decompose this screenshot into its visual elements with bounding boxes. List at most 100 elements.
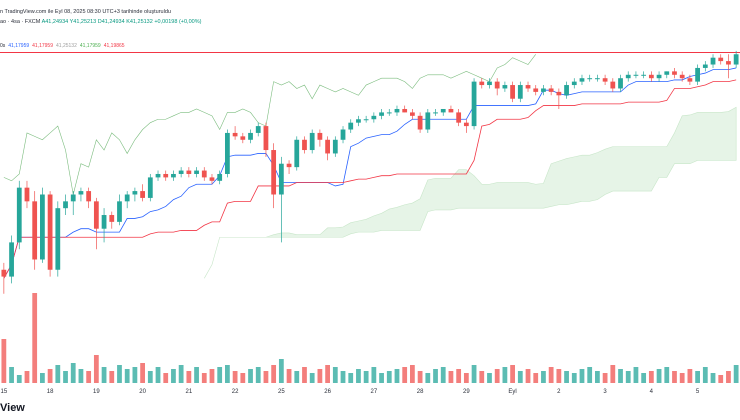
x-tick-label: 28 — [417, 389, 424, 395]
volume-bar — [178, 365, 184, 383]
candle-body — [463, 122, 469, 127]
candle-body — [417, 115, 423, 130]
x-tick-label: 25 — [278, 389, 285, 395]
candle-body — [24, 187, 30, 202]
candle-body — [502, 85, 508, 89]
volume-bar — [417, 371, 423, 383]
volume-bar — [332, 367, 338, 383]
candle-body — [456, 112, 462, 123]
candle-body — [109, 215, 115, 222]
volume-bar — [232, 371, 238, 383]
volume-bar — [356, 369, 361, 383]
candle-body — [386, 112, 392, 114]
volume-bar — [618, 369, 623, 383]
candle-body — [517, 85, 523, 99]
candle-body — [564, 85, 569, 96]
volume-bar — [463, 373, 469, 383]
candle-body — [194, 170, 199, 174]
candle-body — [379, 112, 384, 116]
symbol-legend: ao · 4sa · FXCM A41,24934 Y41,25213 D41,… — [0, 19, 201, 25]
volume-bar — [32, 293, 38, 383]
volume-bar — [271, 365, 277, 383]
candle-body — [556, 91, 562, 96]
volume-bar — [371, 367, 377, 383]
volume-bar — [433, 369, 438, 383]
volume-bar — [702, 367, 708, 383]
x-tick-label: 26 — [324, 389, 331, 395]
candle-body — [332, 139, 338, 154]
candle-body — [394, 108, 400, 113]
candle-body — [618, 78, 623, 89]
x-tick-label: 5 — [696, 389, 700, 395]
candle-body — [209, 177, 215, 181]
candle-body — [356, 119, 361, 123]
candle-body — [718, 57, 724, 62]
candle-body — [101, 215, 107, 229]
candle-body — [155, 173, 161, 178]
candle-body — [602, 78, 608, 82]
volume-bar — [93, 355, 99, 383]
candle-body — [317, 132, 323, 140]
volume-bar — [695, 371, 700, 383]
candle-body — [70, 194, 76, 202]
indicator-value: 41,19865 — [103, 43, 125, 49]
volume-bar — [101, 367, 107, 383]
candle-body — [433, 112, 438, 114]
volume-bar — [309, 373, 315, 383]
candle-body — [610, 81, 616, 89]
x-tick-label: 3 — [603, 389, 607, 395]
candle-body — [656, 74, 662, 79]
candle-body — [271, 150, 277, 195]
candle-body — [641, 74, 647, 76]
indicator-value: 41,17959 — [8, 43, 30, 49]
symbol-name[interactable]: ao · 4sa · FXCM — [0, 19, 41, 25]
volume-bar — [278, 359, 284, 383]
candle-body — [294, 139, 300, 168]
chart-header: n TradingView.com ile Eyl 08, 2025 08:30… — [0, 0, 740, 49]
volume-bar — [340, 371, 346, 383]
candle-body — [201, 170, 207, 178]
candle-body — [625, 74, 631, 79]
chikou-line — [3, 54, 536, 195]
candle-body — [225, 132, 230, 174]
candle-body — [726, 61, 731, 65]
candle-body — [595, 78, 600, 80]
volume-bar — [602, 373, 608, 383]
candle-body — [579, 78, 585, 82]
candle-body — [410, 112, 415, 116]
volume-bar — [440, 367, 446, 383]
candle-body — [302, 139, 307, 151]
volume-bar — [456, 369, 462, 383]
candle-body — [147, 177, 153, 198]
x-tick-label: 29 — [463, 389, 470, 395]
volume-bar — [687, 369, 693, 383]
x-tick-label: 21 — [186, 389, 193, 395]
candle-body — [679, 74, 685, 79]
volume-bar — [525, 369, 531, 383]
price-chart[interactable]: 1518192021222526272829Eyl23458 — [0, 0, 740, 400]
volume-bar — [517, 371, 523, 383]
volume-bar — [109, 371, 115, 383]
volume-bar — [471, 365, 477, 383]
candle-body — [702, 64, 708, 68]
volume-bar — [132, 367, 138, 383]
volume-bar — [1, 339, 7, 383]
candle-body — [47, 194, 53, 270]
volume-bar — [502, 367, 508, 383]
volume-bar — [479, 371, 485, 383]
candle-body — [278, 163, 284, 195]
volume-bar — [302, 367, 307, 383]
candle-body — [525, 85, 531, 89]
volume-bar — [47, 369, 53, 383]
candle-body — [32, 201, 38, 260]
kijun-line — [3, 79, 737, 279]
volume-bars — [1, 293, 739, 383]
volume-bar — [510, 365, 515, 383]
volume-bar — [402, 367, 408, 383]
volume-bar — [348, 373, 354, 383]
candle-body — [687, 78, 693, 82]
volume-bar — [171, 369, 176, 383]
candle-body — [140, 191, 145, 198]
tenkan-line — [3, 67, 737, 279]
cloud-area — [204, 106, 737, 279]
